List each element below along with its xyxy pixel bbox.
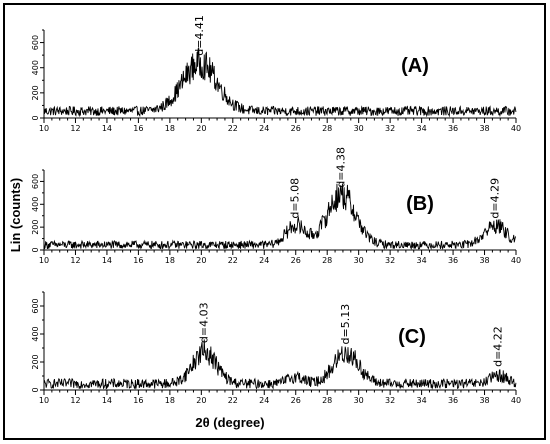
x-tick-label: 30 [354,396,364,405]
x-tick-label: 34 [417,396,427,405]
x-tick-label: 12 [70,396,80,405]
peak-d-label: d=5.08 [289,178,302,219]
x-tick-label: 28 [322,396,332,405]
x-tick-label: 24 [259,256,269,265]
x-tick-label: 40 [511,124,521,133]
diffraction-trace [43,47,517,118]
x-tick-label: 38 [479,396,489,405]
x-tick-label: 14 [102,256,112,265]
x-tick-label: 32 [385,256,395,265]
panels-group: 10 12 14 16 18 20 22 24 26 28 30 32 34 36 38 4002004006… [31,15,521,405]
x-tick-label: 26 [291,256,301,265]
y-tick-label: 400 [31,197,40,212]
peak-d-label: d=4.03 [197,302,210,343]
x-tick-label: 16 [133,256,143,265]
x-tick-label: 12 [70,124,80,133]
x-tick-label: 20 [196,256,206,265]
y-tick-label: 200 [31,85,40,100]
x-tick-label: 34 [417,256,427,265]
x-tick-label: 28 [322,124,332,133]
x-tick-label: 16 [133,124,143,133]
x-tick-label: 38 [479,124,489,133]
y-tick-label: 0 [31,115,40,120]
x-tick-label: 22 [228,124,238,133]
panel-label: (C) [398,326,426,348]
y-tick-label: 400 [31,326,40,341]
x-tick-label: 20 [196,124,206,133]
x-tick-label: 18 [165,396,175,405]
x-tick-label: 22 [228,256,238,265]
panel-label: (A) [401,55,429,77]
y-tick-label: 600 [31,35,40,50]
x-tick-label: 30 [354,256,364,265]
y-tick-label: 600 [31,174,40,189]
x-tick-label: 14 [102,124,112,133]
diffraction-trace [43,339,517,390]
x-axis-title: 2θ (degree) [195,415,264,430]
y-tick-label: 200 [31,220,40,235]
y-tick-label: 0 [31,247,40,252]
x-tick-label: 34 [417,124,427,133]
x-tick-label: 10 [39,396,49,405]
x-tick-label: 36 [448,256,458,265]
panel-3: 10 12 14 16 18 20 22 24 26 28 30 32 34 36 38 4002004006… [31,291,521,405]
y-axis-title: Lin (counts) [8,178,23,252]
panel-label: (B) [406,193,434,215]
x-tick-label: 40 [511,396,521,405]
x-tick-label: 18 [165,124,175,133]
x-tick-label: 24 [259,396,269,405]
x-tick-label: 26 [291,124,301,133]
x-tick-label: 26 [291,396,301,405]
diffraction-trace [43,183,516,251]
peak-d-label: d=4.29 [489,178,502,219]
x-tick-label: 12 [70,256,80,265]
x-tick-label: 30 [354,124,364,133]
y-tick-label: 0 [31,387,40,392]
panel-2: 10 12 14 16 18 20 22 24 26 28 30 32 34 36 38 4002004006… [31,147,521,265]
x-tick-label: 18 [165,256,175,265]
x-tick-label: 14 [102,396,112,405]
y-tick-label: 400 [31,60,40,75]
x-tick-label: 24 [259,124,269,133]
x-tick-label: 16 [133,396,143,405]
figure-border [3,3,546,440]
x-tick-label: 36 [448,124,458,133]
panel-1: 10 12 14 16 18 20 22 24 26 28 30 32 34 36 38 4002004006… [31,15,521,133]
peak-d-label: d=4.41 [193,15,206,56]
y-tick-label: 200 [31,354,40,369]
x-tick-label: 22 [228,396,238,405]
x-tick-label: 20 [196,396,206,405]
x-tick-label: 36 [448,396,458,405]
x-tick-label: 32 [385,124,395,133]
x-tick-label: 28 [322,256,332,265]
x-tick-label: 32 [385,396,395,405]
x-tick-label: 40 [511,256,521,265]
peak-d-label: d=5.13 [339,304,352,345]
x-tick-label: 10 [39,124,49,133]
x-tick-label: 38 [479,256,489,265]
peak-d-label: d=4.22 [492,326,505,367]
x-tick-label: 10 [39,256,49,265]
y-tick-label: 600 [31,298,40,313]
peak-d-label: d=4.38 [334,147,347,188]
